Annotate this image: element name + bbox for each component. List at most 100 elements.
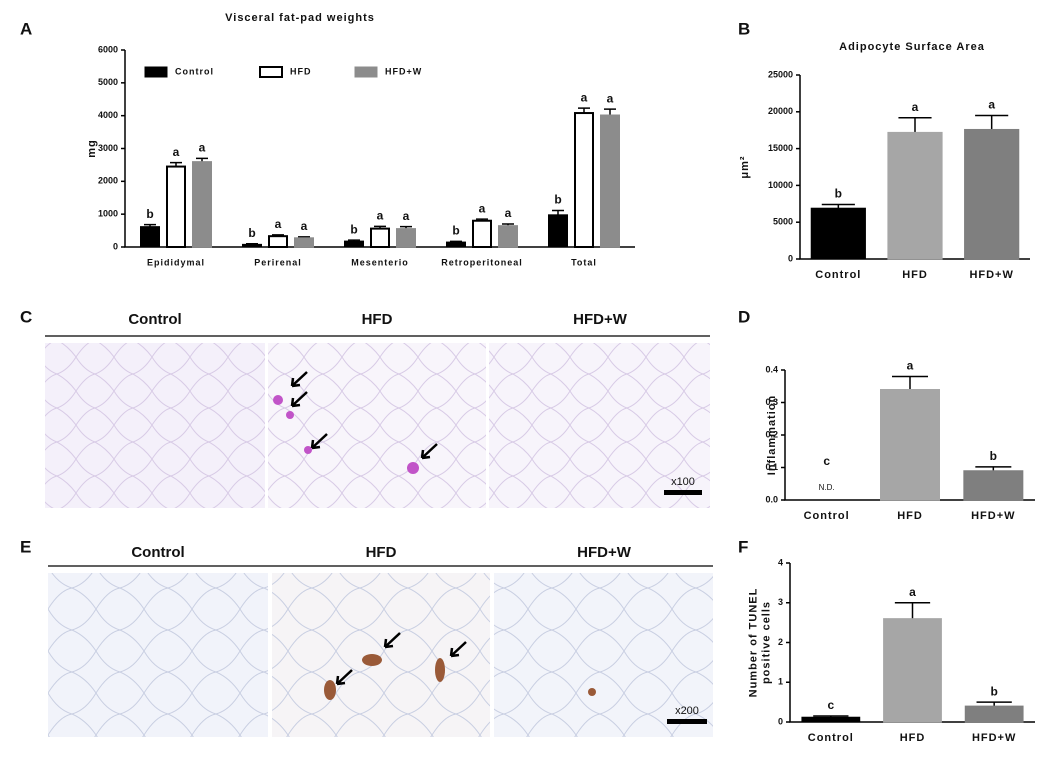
image-label: HFD: [362, 311, 393, 328]
significance-letter: b: [452, 224, 459, 238]
y-tick-label: 3: [778, 597, 783, 607]
significance-letter: b: [146, 207, 153, 221]
significance-letter: a: [403, 209, 410, 223]
x-tick-label: HFD+W: [971, 510, 1015, 522]
legend-label: HFD+W: [385, 66, 422, 76]
y-tick-label: 20000: [768, 106, 793, 116]
legend-swatch: [354, 66, 378, 78]
y-tick-label: 25000: [768, 69, 793, 79]
x-tick-label: Retroperitoneal: [441, 257, 523, 267]
x-tick-label: Control: [804, 510, 850, 522]
bar: [498, 225, 518, 248]
significance-letter: a: [275, 217, 282, 231]
significance-letter: a: [199, 141, 206, 155]
y-tick-label: 0: [778, 716, 783, 726]
y-tick-label: 1000: [98, 209, 118, 219]
x-tick-label: HFD: [897, 510, 923, 522]
significance-letter: b: [835, 187, 842, 201]
bar: [472, 219, 492, 249]
axes: [799, 75, 1030, 260]
bar: [166, 165, 186, 248]
legend-label: HFD: [290, 66, 312, 76]
y-tick-label: 5000: [98, 77, 118, 87]
x-tick-label: HFD+W: [972, 732, 1016, 744]
significance-letter: c: [827, 698, 834, 712]
y-tick-label: 6000: [98, 44, 118, 54]
y-tick-label: 5000: [773, 217, 793, 227]
significance-letter: a: [907, 359, 914, 373]
error-bar: [894, 602, 931, 619]
image-texture: [48, 573, 268, 737]
scale-label: x200: [675, 705, 699, 717]
image-label: HFD+W: [573, 311, 628, 328]
significance-letter: a: [301, 219, 308, 233]
significance-letter: a: [607, 91, 614, 105]
error-bar: [604, 108, 616, 116]
image-label: Control: [131, 544, 184, 561]
value-label: N.D.: [819, 483, 835, 492]
significance-letter: a: [377, 208, 384, 222]
image-label: HFD+W: [577, 544, 632, 561]
x-tick-label: HFD: [900, 732, 926, 744]
error-bar: [975, 114, 1009, 130]
chart-title: Adipocyte Surface Area: [839, 41, 985, 53]
bar: [574, 112, 594, 249]
bar: [294, 237, 314, 248]
y-tick-label: 0: [113, 241, 118, 251]
error-bar: [196, 157, 208, 162]
panel-letter: F: [738, 537, 748, 556]
significance-letter: a: [581, 90, 588, 104]
y-tick-label: 0.1: [765, 462, 778, 472]
scale-label: x100: [671, 476, 695, 488]
x-tick-label: HFD: [902, 269, 928, 281]
bar: [964, 128, 1020, 260]
y-axis-label: μm²: [739, 155, 751, 178]
significance-letter: b: [350, 222, 357, 236]
scale-bar: [667, 719, 707, 724]
axes: [789, 563, 1035, 723]
y-tick-label: 3000: [98, 143, 118, 153]
y-tick-label: 15000: [768, 143, 793, 153]
y-tick-label: 0.4: [765, 364, 778, 374]
stain: [273, 395, 419, 474]
legend-label: Control: [175, 66, 214, 76]
y-tick-label: 4000: [98, 110, 118, 120]
x-tick-label: Control: [808, 732, 854, 744]
x-tick-label: Control: [815, 269, 861, 281]
x-tick-label: Total: [571, 257, 597, 267]
image-texture: [489, 343, 710, 508]
error-bar: [976, 701, 1012, 707]
chart-title: Visceral fat-pad weights: [225, 12, 375, 24]
panel-letter: E: [20, 537, 31, 556]
error-bar: [898, 116, 932, 133]
significance-letter: a: [505, 206, 512, 220]
bar: [887, 131, 943, 260]
x-tick-label: Perirenal: [254, 257, 302, 267]
y-axis-label: mg: [86, 139, 98, 158]
panel-letter: A: [20, 19, 32, 38]
x-tick-label: Mesenterio: [351, 257, 409, 267]
significance-letter: a: [479, 201, 486, 215]
significance-letter: a: [909, 585, 916, 599]
arrows: [290, 371, 438, 460]
significance-letter: b: [554, 193, 561, 207]
x-tick-label: HFD+W: [969, 269, 1013, 281]
scale-bar: [664, 490, 702, 495]
panel-letter: B: [738, 19, 750, 38]
error-bar: [975, 466, 1012, 471]
image-texture: [268, 343, 486, 508]
bar: [446, 241, 466, 248]
panel-letter: D: [738, 307, 750, 326]
stain: [324, 654, 596, 700]
y-tick-label: 0.2: [765, 429, 778, 439]
legend-swatch: [259, 66, 283, 78]
significance-letter: a: [173, 145, 180, 159]
y-tick-label: 2: [778, 637, 783, 647]
panel-letter: C: [20, 307, 32, 326]
y-tick-label: 0.3: [765, 397, 778, 407]
error-bar: [892, 375, 928, 390]
error-bar: [552, 209, 564, 215]
significance-letter: a: [912, 100, 919, 114]
error-bar: [821, 203, 855, 209]
